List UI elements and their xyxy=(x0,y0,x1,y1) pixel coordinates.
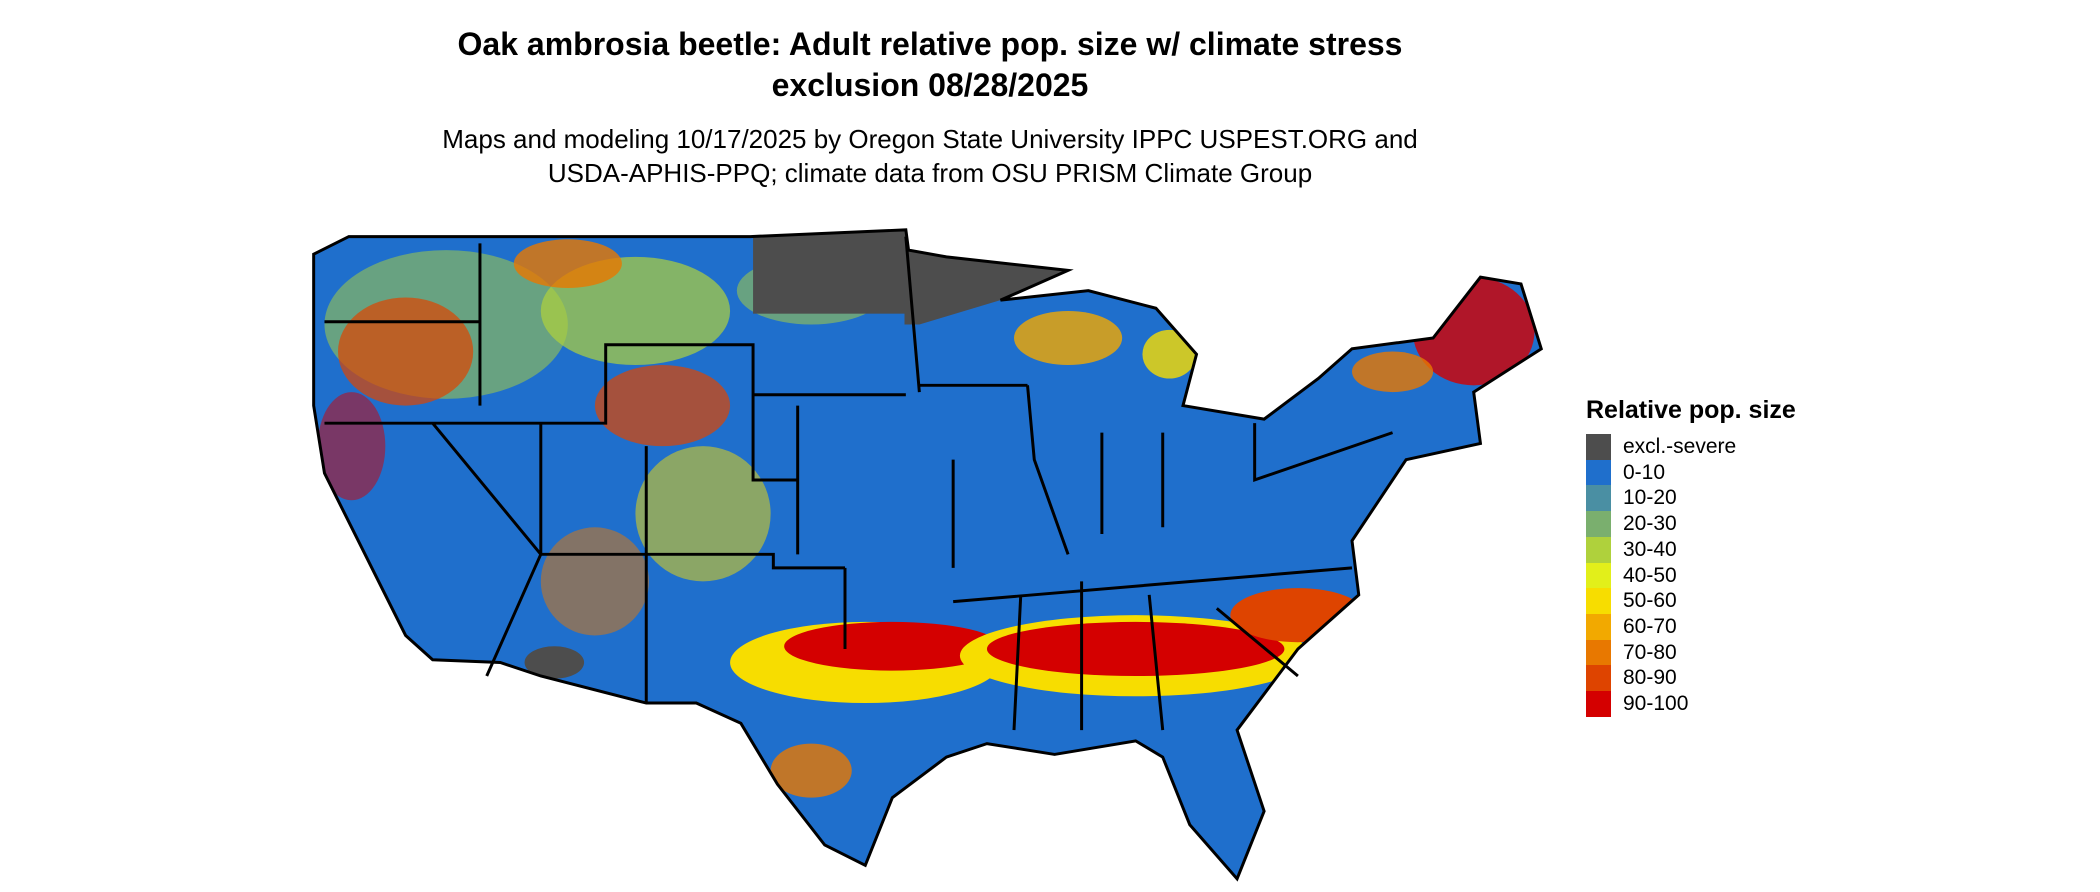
map-body xyxy=(312,228,1543,881)
legend-item: 60-70 xyxy=(1586,613,1677,640)
legend-label: 80-90 xyxy=(1623,666,1677,690)
legend-swatch xyxy=(1586,691,1611,717)
subtitle: Maps and modeling 10/17/2025 by Oregon S… xyxy=(442,124,1418,188)
legend-item: 20-30 xyxy=(1586,511,1677,538)
legend-item: 90-100 xyxy=(1586,691,1688,717)
legend-label: 60-70 xyxy=(1623,614,1677,638)
legend-swatch xyxy=(1586,639,1611,666)
legend-swatch xyxy=(1586,536,1611,563)
legend-swatch xyxy=(1586,562,1611,589)
legend-label: 50-60 xyxy=(1623,589,1677,613)
legend-label: excl.-severe xyxy=(1623,435,1737,458)
legend-swatch xyxy=(1586,459,1611,486)
legend-title: Relative pop. size xyxy=(1586,396,1796,424)
legend-item: 0-10 xyxy=(1586,459,1666,486)
legend-swatch xyxy=(1586,665,1611,692)
legend-swatch xyxy=(1586,613,1611,640)
legend-item: 70-80 xyxy=(1586,639,1677,666)
legend-label: 20-30 xyxy=(1623,512,1677,536)
legend-label: 0-10 xyxy=(1623,460,1666,484)
legend-swatch xyxy=(1586,434,1611,460)
title: Oak ambrosia beetle: Adult relative pop.… xyxy=(457,26,1403,103)
legend-label: 30-40 xyxy=(1623,537,1677,561)
legend-swatch xyxy=(1586,588,1611,615)
legend-label: 70-80 xyxy=(1623,640,1677,664)
legend-item: excl.-severe xyxy=(1586,434,1736,460)
legend-item: 40-50 xyxy=(1586,562,1677,589)
legend-item: 30-40 xyxy=(1586,536,1677,563)
legend-label: 10-20 xyxy=(1623,486,1677,510)
legend-swatch xyxy=(1586,485,1611,512)
legend-swatch xyxy=(1586,511,1611,538)
legend-label: 90-100 xyxy=(1623,692,1689,715)
legend-item: 50-60 xyxy=(1586,588,1677,615)
legend-label: 40-50 xyxy=(1623,563,1677,587)
legend-item: 10-20 xyxy=(1586,485,1677,512)
legend-item: 80-90 xyxy=(1586,665,1677,692)
